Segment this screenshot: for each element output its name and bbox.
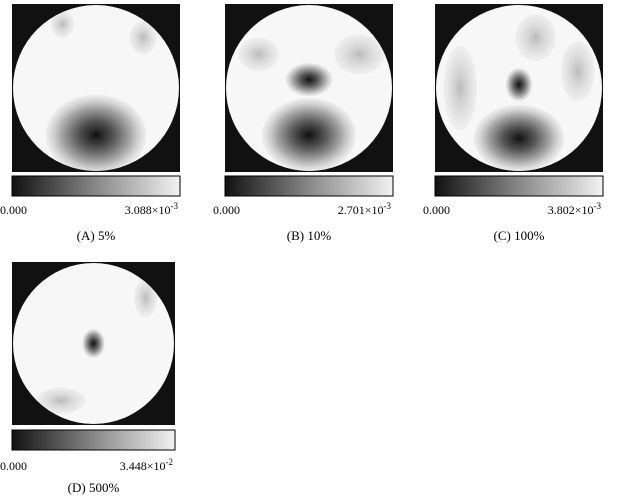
panel-caption: (B) 10% — [287, 228, 332, 243]
colorbar-max-exponent: -3 — [171, 201, 179, 211]
panel-caption: (D) 500% — [68, 480, 120, 495]
colorbar-max: 3.088×10-3 — [125, 201, 179, 217]
colorbar-max-mantissa: 3.802×10 — [548, 203, 594, 217]
colorbar-min: 0.000 — [213, 203, 240, 217]
colorbar-max: 3.448×10-2 — [120, 457, 173, 473]
colorbar-min: 0.000 — [0, 459, 27, 473]
colorbar-max-exponent: -3 — [384, 201, 392, 211]
blob — [474, 105, 565, 172]
colorbar — [225, 176, 393, 196]
colorbar — [12, 176, 180, 196]
figure: 0.0003.088×10-3(A) 5%0.0002.701×10-3(B) … — [0, 0, 625, 504]
colorbar-max-mantissa: 2.701×10 — [338, 203, 384, 217]
panel: 0.000 3.088×10-3 (A) 5% — [0, 4, 180, 243]
blob — [285, 63, 332, 97]
panel-caption: (A) 5% — [77, 228, 116, 243]
panel: 0.000 2.701×10-3 (B) 10% — [213, 4, 393, 243]
blob — [238, 38, 278, 72]
blob — [516, 14, 556, 61]
blob — [82, 329, 105, 358]
blob — [561, 41, 595, 101]
colorbar — [12, 430, 175, 450]
panel-caption: (C) 100% — [494, 228, 545, 243]
colorbar-max-mantissa: 3.448×10 — [120, 459, 166, 473]
colorbar-min: 0.000 — [0, 203, 27, 217]
colorbar-max-exponent: -2 — [166, 457, 174, 467]
colorbar-max: 3.802×10-3 — [548, 201, 602, 217]
colorbar-max: 2.701×10-3 — [338, 201, 392, 217]
colorbar-max-mantissa: 3.088×10 — [125, 203, 171, 217]
blob — [262, 98, 356, 172]
colorbar-min: 0.000 — [423, 203, 450, 217]
blob — [506, 68, 533, 102]
colorbar — [435, 176, 603, 196]
blob — [443, 46, 477, 130]
colorbar-max-exponent: -3 — [594, 201, 602, 211]
